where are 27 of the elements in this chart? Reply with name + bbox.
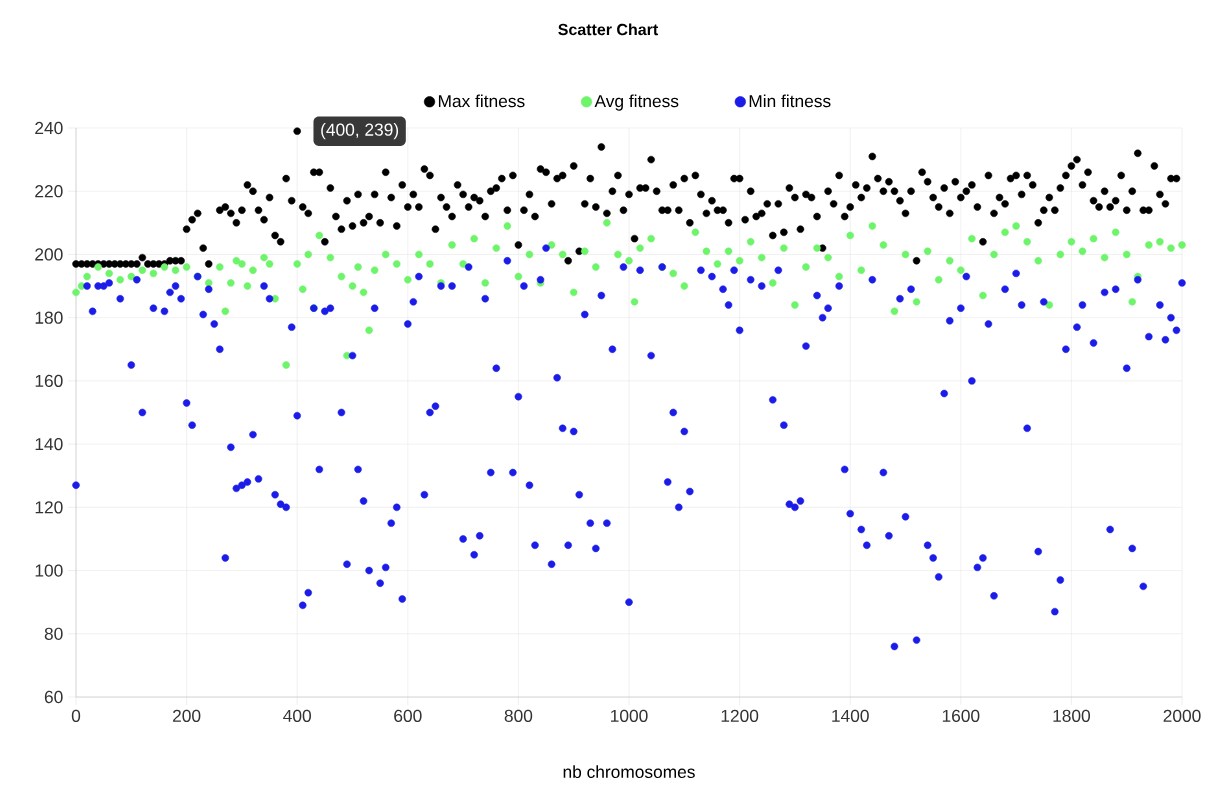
x-tick-label: 400 (283, 709, 311, 722)
x-tick-label: 0 (71, 709, 81, 722)
y-tick-label: 80 (44, 627, 63, 640)
y-tick-label: 240 (35, 121, 63, 135)
x-axis-title: nb chromosomes (563, 765, 695, 779)
legend-label: Avg fitness (594, 94, 679, 111)
legend-label: Min fitness (749, 94, 831, 108)
y-tick-label: 140 (35, 437, 63, 451)
y-tick-label: 160 (35, 374, 63, 388)
x-tick-label: 1400 (832, 709, 869, 722)
x-tick-label: 1000 (611, 709, 648, 722)
x-tick-label: 800 (504, 709, 533, 722)
y-tick-label: 180 (35, 311, 63, 324)
x-tick-label: 1800 (1053, 709, 1091, 722)
x-tick-label: 600 (394, 709, 422, 722)
y-tick-label: 60 (44, 690, 63, 704)
x-tick-label: 1600 (942, 709, 980, 722)
y-tick-label: 120 (35, 501, 63, 514)
annotation: (400, 239) (321, 123, 399, 140)
x-tick-label: 2000 (1163, 709, 1201, 722)
x-tick-label: 1200 (721, 709, 759, 722)
y-tick-label: 220 (35, 185, 63, 198)
y-tick-label: 100 (35, 564, 63, 577)
chart-title: Scatter Chart (558, 23, 659, 36)
x-tick-label: 200 (173, 709, 201, 722)
y-tick-label: 200 (35, 248, 63, 261)
legend-label: Max fitness (438, 94, 525, 108)
